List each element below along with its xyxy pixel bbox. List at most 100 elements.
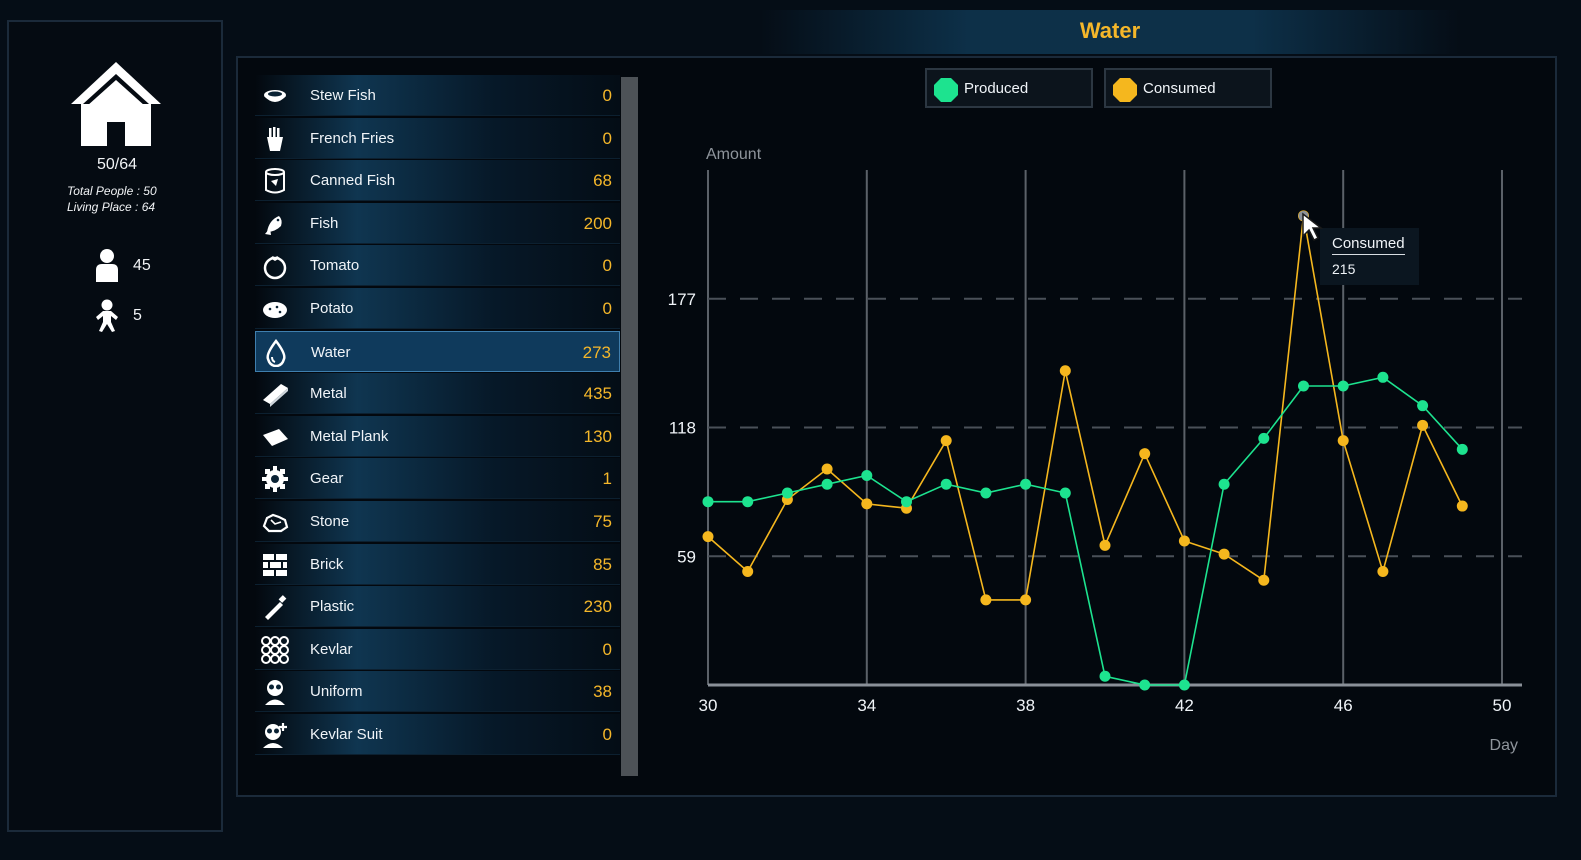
title-band (760, 10, 1460, 54)
data-point-consumed (1059, 365, 1071, 377)
resource-item-tomato[interactable]: Tomato 0 (255, 245, 620, 287)
resource-item-value: 1 (602, 469, 612, 489)
resource-item-potato[interactable]: Potato 0 (255, 287, 620, 329)
data-point-produced (1377, 371, 1389, 383)
resource-item-kevlar[interactable]: Kevlar 0 (255, 628, 620, 670)
legend-produced-button[interactable]: Produced (925, 68, 1093, 108)
resource-item-name: Uniform (310, 683, 363, 701)
resource-item-name: Metal (310, 385, 347, 403)
resource-item-name: Brick (310, 555, 344, 573)
living-place-label: Living Place : 64 (67, 200, 156, 214)
resource-item-value: 0 (602, 86, 612, 105)
resource-item-value: 0 (602, 298, 612, 318)
data-point-produced (1456, 443, 1468, 455)
metal-icon (263, 384, 288, 408)
gear-icon (262, 466, 288, 493)
data-point-produced (702, 496, 714, 508)
resource-item-name: Canned Fish (310, 172, 396, 190)
resource-item-canned-fish[interactable]: Canned Fish 68 (255, 160, 620, 202)
metal-plank-icon (263, 428, 288, 446)
stew-fish-icon (264, 90, 286, 102)
fish-icon (265, 215, 282, 235)
consumed-marker-icon (1113, 78, 1137, 102)
data-point-consumed (702, 531, 714, 543)
data-point-produced (861, 470, 873, 482)
resource-item-name: Stone (310, 512, 350, 530)
data-point-consumed (980, 594, 992, 606)
resource-item-value: 38 (593, 682, 612, 702)
series-line-produced (708, 376, 1463, 686)
data-point-consumed (1377, 566, 1389, 578)
resource-item-value: 0 (602, 256, 612, 276)
produced-marker-icon (934, 78, 958, 102)
data-point-consumed (821, 463, 833, 475)
house-icon (71, 62, 161, 146)
resource-item-value: 200 (583, 213, 612, 233)
children-count: 5 (133, 307, 142, 324)
data-point-produced (781, 487, 793, 499)
resource-item-name: Metal Plank (310, 427, 389, 445)
child-icon (96, 299, 118, 332)
resource-item-name: Kevlar Suit (310, 725, 383, 743)
resource-item-stew-fish[interactable]: Stew Fish 0 (255, 75, 620, 116)
legend-consumed-button[interactable]: Consumed (1104, 68, 1272, 108)
resource-item-name: Stew Fish (310, 87, 376, 104)
resource-item-name: Plastic (310, 598, 355, 616)
resource-item-value: 75 (593, 511, 612, 531)
resource-item-fish[interactable]: Fish 200 (255, 202, 620, 244)
data-point-produced (1059, 487, 1071, 499)
resource-item-brick[interactable]: Brick 85 (255, 543, 620, 585)
data-point-consumed (940, 435, 952, 447)
page-title: Water (1079, 18, 1141, 43)
population-ratio: 50/64 (96, 156, 138, 173)
resource-list-scrollbar[interactable] (621, 77, 638, 776)
resource-item-name: French Fries (310, 129, 395, 147)
data-point-produced (1337, 380, 1349, 392)
canned-fish-icon (265, 168, 285, 194)
resource-item-french-fries[interactable]: French Fries 0 (255, 117, 620, 159)
resource-item-value: 0 (602, 724, 612, 744)
adult-icon (96, 249, 118, 282)
resource-item-metal-plank[interactable]: Metal Plank 130 (255, 415, 620, 457)
resource-item-value: 273 (582, 342, 611, 362)
resource-item-value: 85 (593, 554, 612, 574)
resource-item-gear[interactable]: Gear 1 (255, 458, 620, 500)
resource-item-value: 435 (583, 384, 612, 404)
population-info: Total People : 50 Living Place : 64 (67, 183, 157, 215)
data-point-consumed (1337, 435, 1349, 447)
data-point-consumed (1218, 548, 1230, 560)
resource-item-value: 130 (583, 426, 612, 446)
legend-consumed-label: Consumed (1143, 80, 1216, 97)
data-point-consumed (1417, 419, 1429, 431)
y-axis-label: Amount (706, 146, 762, 163)
x-tick-label: 42 (1175, 696, 1194, 715)
data-point-consumed (1099, 539, 1111, 551)
brick-icon (263, 553, 287, 576)
data-point-produced (940, 478, 952, 490)
resource-item-name: Kevlar (310, 640, 353, 658)
y-tick-label: 177 (668, 290, 696, 309)
data-point-produced (1099, 670, 1111, 682)
resource-item-plastic[interactable]: Plastic 230 (255, 586, 620, 628)
resource-item-uniform[interactable]: Uniform 38 (255, 671, 620, 713)
population-panel: 50/64 Total People : 50 Living Place : 6… (7, 20, 223, 832)
resource-item-stone[interactable]: Stone 75 (255, 500, 620, 542)
children-count-row: 5 (93, 298, 203, 334)
data-point-consumed (861, 498, 873, 510)
resource-item-water[interactable]: Water 273 (255, 330, 620, 372)
data-point-produced (742, 496, 754, 508)
x-tick-label: 34 (857, 696, 876, 715)
resource-item-metal[interactable]: Metal 435 (255, 373, 620, 415)
resource-item-name: Tomato (310, 257, 360, 275)
data-point-produced (821, 478, 833, 490)
series-line-consumed (707, 215, 1464, 601)
resource-item-kevlar-suit[interactable]: Kevlar Suit 0 (255, 713, 620, 755)
data-point-consumed (1258, 574, 1270, 586)
resource-item-value: 230 (583, 597, 612, 617)
data-point-consumed (1456, 500, 1468, 512)
adults-count: 45 (133, 257, 151, 274)
plastic-icon (265, 595, 287, 621)
legend-produced-label: Produced (964, 80, 1029, 97)
data-point-produced (1020, 478, 1032, 490)
uniform-icon (265, 680, 285, 706)
